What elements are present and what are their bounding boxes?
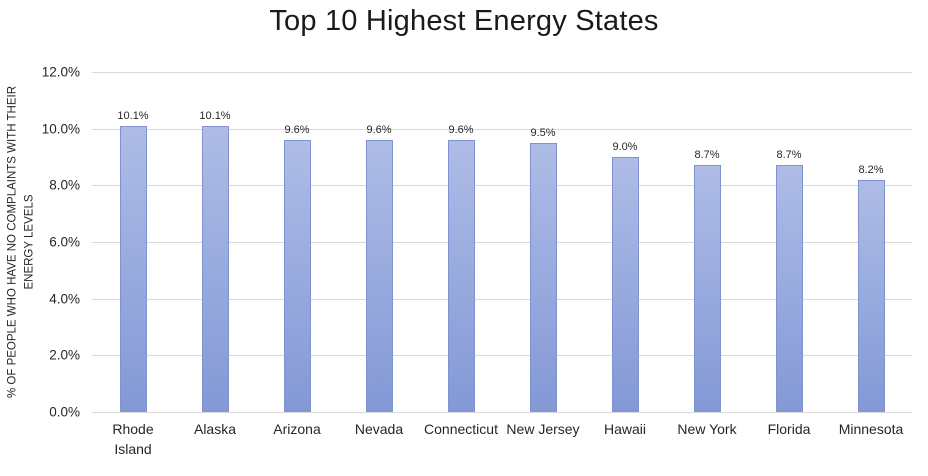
bar-series: 10.1% 10.1% 9.6% 9.6% 9.6% 9.5% 9.0% 8.7% 8.7% 8.… <box>92 72 912 412</box>
x-tick-label: Rhode Island <box>112 421 154 457</box>
gridline <box>92 129 912 130</box>
bar <box>857 180 885 412</box>
bar-data-label: 9.5% <box>530 127 556 139</box>
bar <box>283 140 311 412</box>
x-tick-label: New Jersey <box>506 421 580 437</box>
gridline <box>92 185 912 186</box>
bar-data-label: 9.6% <box>366 124 392 136</box>
bar <box>611 157 639 412</box>
x-tick-label: Arizona <box>273 421 321 437</box>
chart-title: Top 10 Highest Energy States <box>269 5 659 37</box>
bar <box>447 140 475 412</box>
y-tick-label: 10.0% <box>41 121 80 137</box>
bar-data-label: 8.2% <box>858 164 884 176</box>
y-tick-label: 0.0% <box>49 404 80 420</box>
plot-area: 10.1% 10.1% 9.6% 9.6% 9.6% 9.5% 9.0% 8.7% 8.7% 8.… <box>92 72 912 413</box>
x-tick-label: Connecticut <box>424 421 498 437</box>
x-tick-label: Nevada <box>354 421 404 437</box>
y-tick-label: 6.0% <box>49 234 80 250</box>
bar-data-label: 9.6% <box>284 124 310 136</box>
y-tick-label: 8.0% <box>49 177 80 193</box>
bar-column: 9.5% <box>502 72 584 412</box>
bar <box>365 140 393 412</box>
bar-data-label: 8.7% <box>694 149 720 161</box>
gridline <box>92 72 912 73</box>
bar <box>693 165 721 412</box>
bar-column: 8.7% <box>666 72 748 412</box>
bar-column: 9.6% <box>256 72 338 412</box>
bar-data-label: 8.7% <box>776 149 802 161</box>
bar <box>775 165 803 412</box>
x-tick-label: Hawaii <box>603 421 646 437</box>
bar-column: 9.0% <box>584 72 666 412</box>
bar-column: 10.1% <box>92 72 174 412</box>
bar-data-label: 9.0% <box>612 141 638 153</box>
bar-column: 9.6% <box>338 72 420 412</box>
y-tick-label: 4.0% <box>49 291 80 307</box>
x-tick-label: Alaska <box>193 421 237 437</box>
gridline <box>92 355 912 356</box>
x-tick-label: Minnesota <box>838 421 904 437</box>
gridline <box>92 242 912 243</box>
bar-data-label: 10.1% <box>117 110 149 122</box>
gridline <box>92 299 912 300</box>
bar-data-label: 9.6% <box>448 124 474 136</box>
bar-column: 8.7% <box>748 72 830 412</box>
bar-column: 9.6% <box>420 72 502 412</box>
x-tick-label: Florida <box>767 421 811 437</box>
x-tick-label: New York <box>677 421 737 437</box>
bar <box>201 126 229 412</box>
bar <box>119 126 147 412</box>
bar-column: 10.1% <box>174 72 256 412</box>
y-tick-label: 12.0% <box>41 64 80 80</box>
bar <box>529 143 557 412</box>
bar-column: 8.2% <box>830 72 912 412</box>
x-axis-category-labels: Rhode Island Alaska Arizona Nevada Connectic… <box>92 419 912 459</box>
y-tick-label: 2.0% <box>49 347 80 363</box>
y-axis-tick-labels: 12.0% 10.0% 8.0% 6.0% 4.0% 2.0% 0.0% <box>0 65 84 420</box>
bar-data-label: 10.1% <box>199 110 231 122</box>
